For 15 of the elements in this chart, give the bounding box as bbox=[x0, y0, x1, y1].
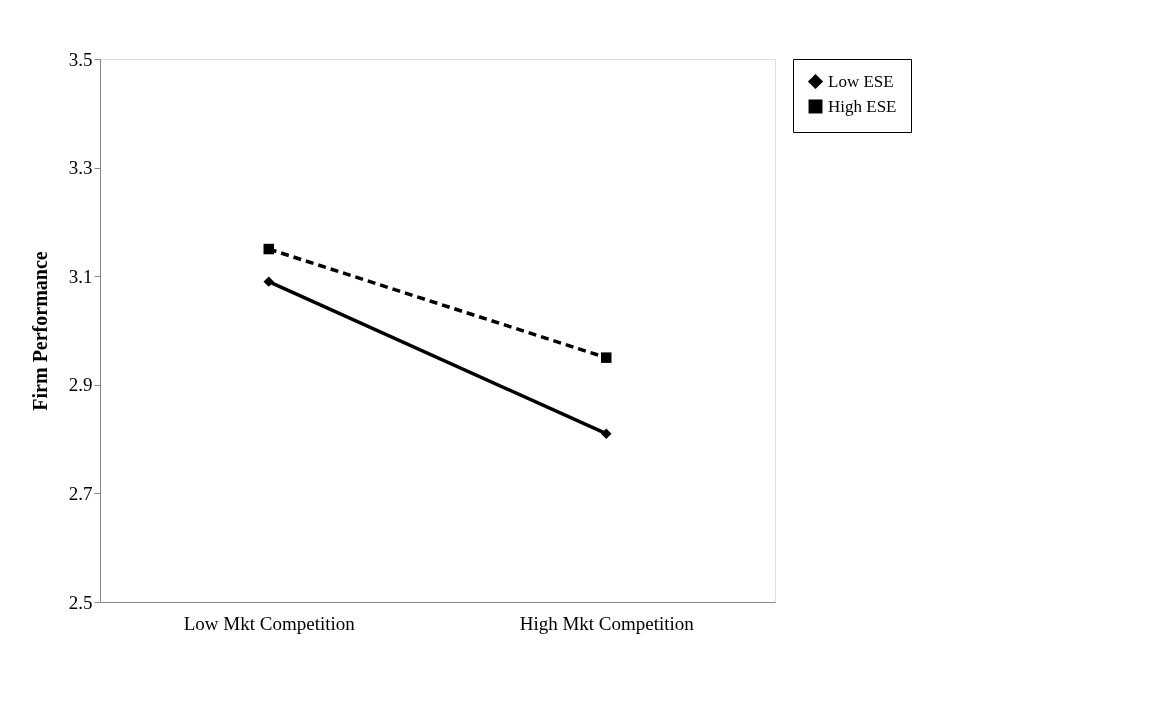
y-tick-label: 3.1 bbox=[68, 265, 93, 287]
y-tick-label: 2.5 bbox=[68, 591, 93, 613]
y-tick-label: 3.5 bbox=[68, 48, 93, 70]
legend-label: Low ESE bbox=[828, 71, 894, 91]
y-tick-label: 3.3 bbox=[68, 157, 93, 179]
y-axis-title: Firm Performance bbox=[28, 251, 51, 411]
point bbox=[601, 352, 612, 363]
y-tick-label: 2.7 bbox=[68, 482, 93, 504]
x-tick-label: Low Mkt Competition bbox=[183, 612, 356, 634]
point bbox=[601, 428, 612, 439]
x-tick-label: High Mkt Competition bbox=[519, 612, 695, 634]
point bbox=[263, 243, 274, 255]
y-tick-label: 2.9 bbox=[68, 374, 93, 396]
point bbox=[263, 276, 274, 287]
legend-label: High ESE bbox=[828, 96, 897, 116]
